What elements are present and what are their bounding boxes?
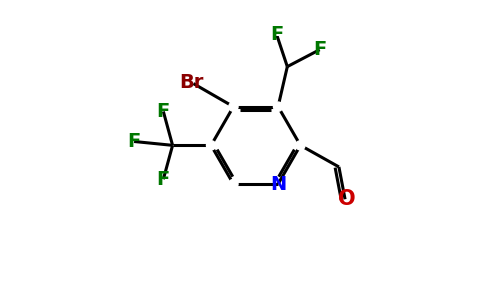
Text: F: F	[157, 102, 170, 121]
Circle shape	[273, 102, 283, 111]
Text: O: O	[338, 189, 355, 209]
Circle shape	[229, 179, 238, 189]
Text: Br: Br	[180, 73, 204, 92]
Text: F: F	[127, 132, 141, 151]
Circle shape	[296, 141, 305, 150]
Circle shape	[229, 102, 238, 111]
Circle shape	[207, 141, 216, 150]
Text: F: F	[157, 170, 170, 189]
Text: F: F	[313, 40, 326, 59]
Text: N: N	[270, 175, 286, 194]
Text: F: F	[270, 25, 283, 44]
